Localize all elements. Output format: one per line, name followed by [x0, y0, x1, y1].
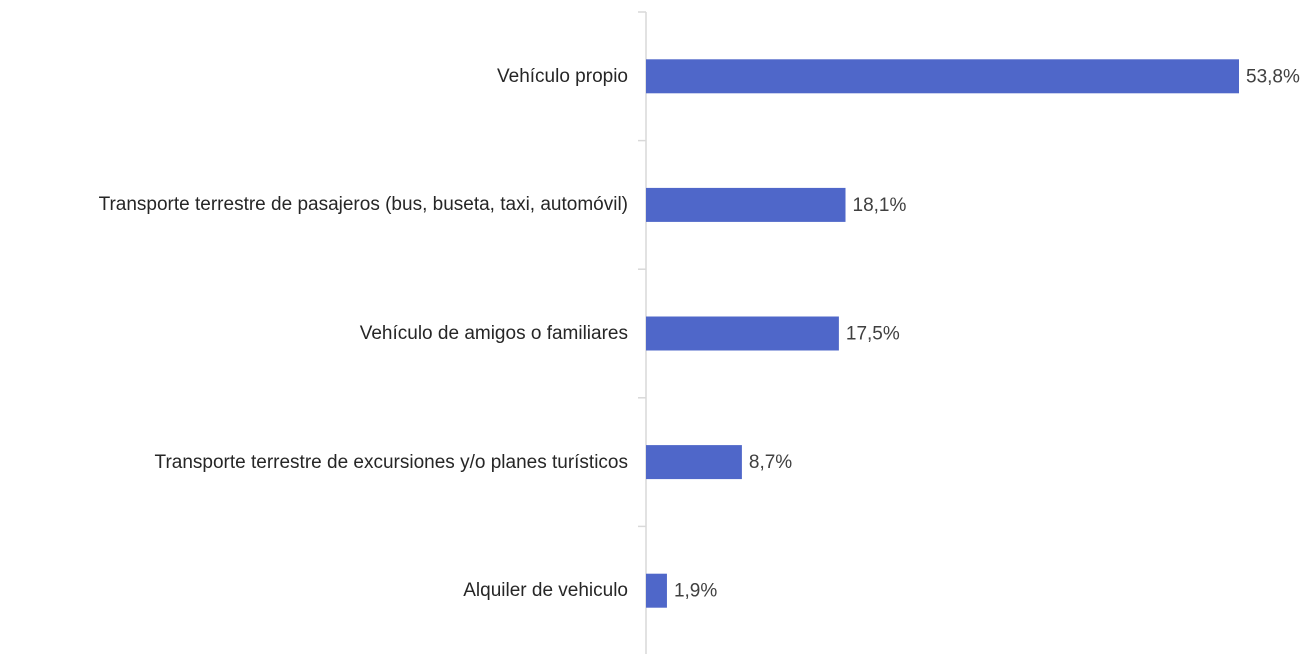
value-label: 17,5% [846, 324, 900, 345]
bar [646, 59, 1239, 94]
category-label-box: Vehículo propio [0, 36, 628, 116]
value-label: 8,7% [749, 452, 792, 473]
category-label-box: Transporte terrestre de excursiones y/o … [0, 422, 628, 502]
category-label: Vehículo propio [497, 65, 628, 87]
category-label: Transporte terrestre de pasajeros (bus, … [98, 194, 628, 216]
category-label-box: Transporte terrestre de pasajeros (bus, … [0, 165, 628, 245]
value-label: 53,8% [1246, 66, 1300, 87]
value-label: 18,1% [853, 195, 907, 216]
category-label-box: Vehículo de amigos o familiares [0, 294, 628, 374]
category-label-box: Alquiler de vehiculo [0, 551, 628, 631]
category-label: Transporte terrestre de excursiones y/o … [154, 451, 628, 473]
bar [646, 187, 846, 222]
bar [646, 573, 667, 608]
category-label: Vehículo de amigos o familiares [359, 323, 628, 344]
category-label: Alquiler de vehiculo [463, 580, 628, 602]
value-label: 1,9% [674, 581, 717, 602]
bar [646, 445, 742, 480]
bar [646, 316, 839, 351]
